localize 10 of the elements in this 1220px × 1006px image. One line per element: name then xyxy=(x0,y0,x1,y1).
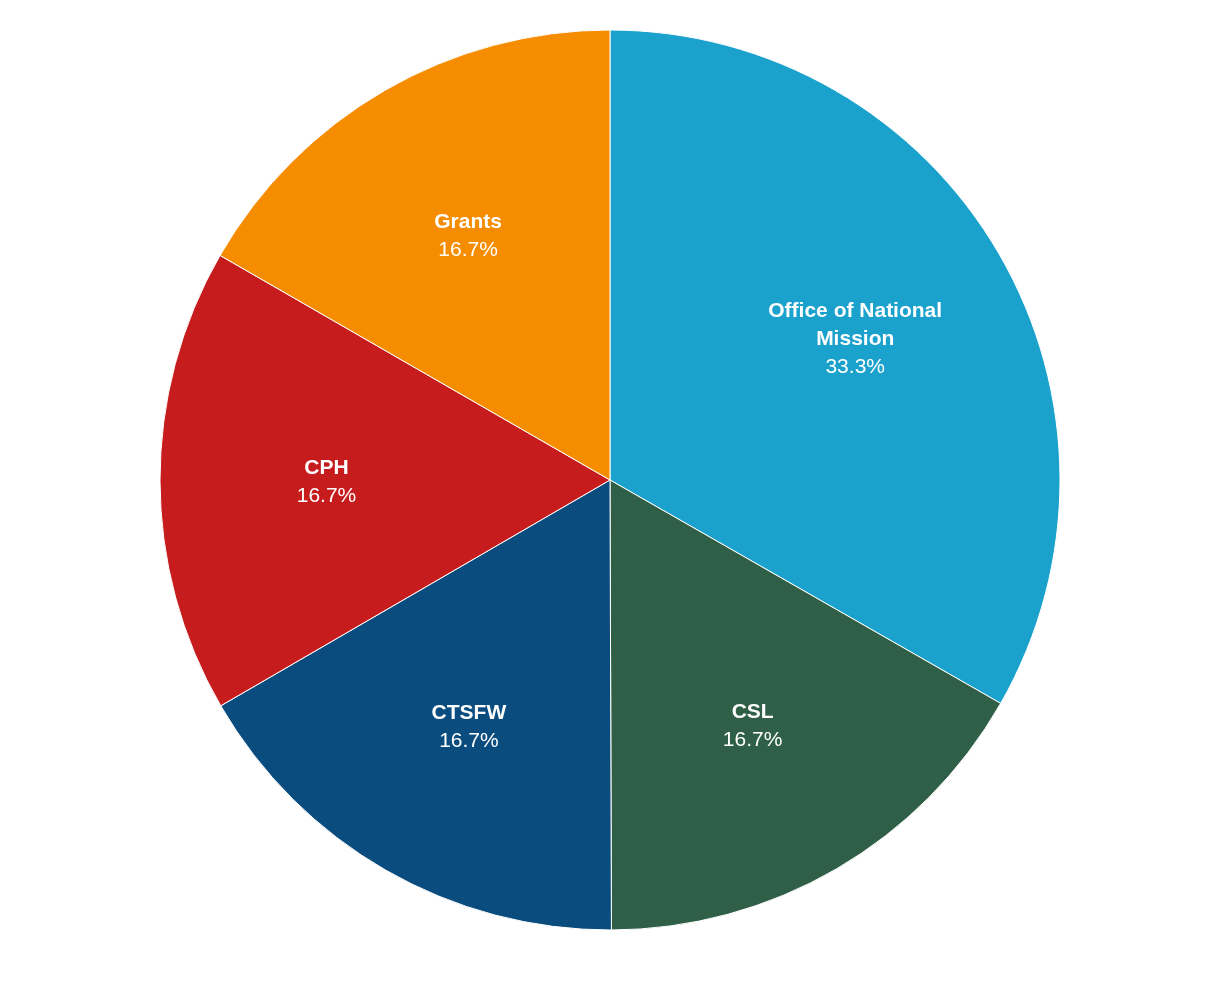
data-label: 16.7% xyxy=(722,727,783,751)
data-label: 16.7% xyxy=(438,236,498,260)
slice-label: Grants xyxy=(434,208,502,232)
data-label: 33.3% xyxy=(825,354,885,378)
slice-label: CTSFW xyxy=(431,700,507,724)
slice-label: CSL xyxy=(731,699,774,723)
slice-label: Office of National Mission xyxy=(768,298,943,350)
data-label: 16.7% xyxy=(296,482,357,506)
data-label: 16.7% xyxy=(439,728,499,752)
slice-label: CPH xyxy=(304,454,349,478)
